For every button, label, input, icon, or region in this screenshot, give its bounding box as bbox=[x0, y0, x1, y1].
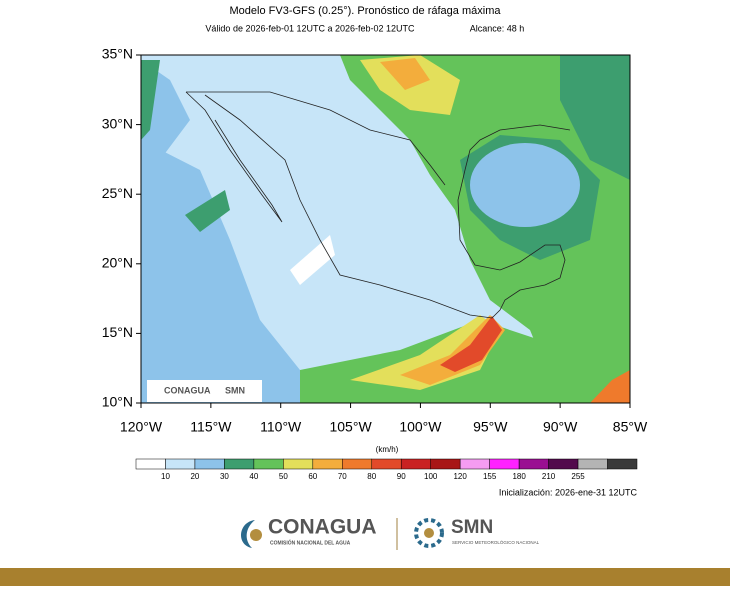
init-time: Inicialización: 2026-ene-31 12UTC bbox=[499, 487, 638, 497]
field-orange bbox=[590, 370, 630, 403]
colorbar-box bbox=[283, 458, 314, 470]
org-subtitle: COMISIÓN NACIONAL DEL AGUA bbox=[270, 538, 351, 546]
field-dark-green bbox=[560, 55, 630, 180]
lon-label: 115°W bbox=[190, 419, 232, 435]
colorbar-level: 120 bbox=[453, 472, 467, 481]
footer-logos: CONAGUA COMISIÓN NACIONAL DEL AGUA SMN S… bbox=[241, 516, 540, 550]
colorbar-level: 100 bbox=[424, 472, 438, 481]
lon-label: 120°W bbox=[120, 419, 163, 435]
lat-label: 15°N bbox=[102, 324, 133, 340]
lat-label: 30°N bbox=[102, 115, 133, 131]
map-frame bbox=[140, 54, 631, 404]
lon-label: 110°W bbox=[260, 419, 302, 435]
logo-icon bbox=[241, 520, 255, 548]
colorbar-box bbox=[253, 458, 284, 470]
colorbar-level: 90 bbox=[397, 472, 406, 481]
lon-label: 85°W bbox=[613, 419, 648, 435]
field-orange bbox=[400, 315, 505, 385]
colorbar-box bbox=[135, 458, 166, 470]
watermark-box bbox=[147, 380, 262, 402]
colorbar-box bbox=[489, 458, 520, 470]
logo-icon bbox=[250, 529, 262, 541]
valid-time: Válido de 2026-feb-01 12UTC a 2026-feb-0… bbox=[205, 23, 415, 33]
lon-label: 105°W bbox=[329, 419, 372, 435]
colorbar-level: 210 bbox=[542, 472, 556, 481]
colorbar-box bbox=[548, 458, 579, 470]
colorbar-level: 255 bbox=[571, 472, 585, 481]
lat-label: 10°N bbox=[102, 394, 133, 410]
colorbar: (km/h) 10 20 30 40 50 60 70 80 90 100 120 155 180 210… bbox=[135, 445, 638, 481]
field-blue bbox=[470, 143, 580, 227]
map-axes: 35°N 30°N 25°N 20°N 15°N 10°N 120°W 115°W 110°W 1… bbox=[102, 46, 648, 435]
colorbar-level: 20 bbox=[190, 472, 199, 481]
lon-label: 90°W bbox=[543, 419, 578, 435]
lat-label: 35°N bbox=[102, 46, 133, 62]
colorbar-box bbox=[577, 458, 608, 470]
title: Modelo FV3-GFS (0.25°). Pronóstico de rá… bbox=[230, 5, 502, 17]
colorbar-box bbox=[459, 458, 490, 470]
logo-icon bbox=[424, 528, 434, 538]
lon-label: 100°W bbox=[399, 419, 442, 435]
colorbar-level: 50 bbox=[279, 472, 288, 481]
lat-label: 20°N bbox=[102, 255, 133, 271]
field-white bbox=[290, 235, 335, 285]
colorbar-box bbox=[312, 458, 343, 470]
colorbar-box bbox=[165, 458, 196, 470]
colorbar-box bbox=[400, 458, 431, 470]
field-blue bbox=[141, 140, 330, 403]
colorbar-box bbox=[194, 458, 225, 470]
colorbar-box bbox=[371, 458, 402, 470]
colorbar-level: 70 bbox=[338, 472, 347, 481]
field-green bbox=[185, 190, 230, 232]
footer-bar bbox=[0, 568, 730, 586]
watermark-org: SMN bbox=[225, 385, 245, 395]
forecast-range: Alcance: 48 h bbox=[470, 23, 525, 33]
colorbar-box bbox=[607, 458, 638, 470]
colorbar-unit: (km/h) bbox=[376, 445, 399, 454]
lat-label: 25°N bbox=[102, 185, 133, 201]
colorbar-level: 40 bbox=[249, 472, 258, 481]
colorbar-level: 30 bbox=[220, 472, 229, 481]
colorbar-level: 10 bbox=[161, 472, 170, 481]
colorbar-level: 60 bbox=[308, 472, 317, 481]
org-name: CONAGUA bbox=[268, 516, 377, 539]
colorbar-level: 155 bbox=[483, 472, 497, 481]
field-orange bbox=[380, 58, 430, 90]
field-red bbox=[440, 316, 502, 372]
field-green bbox=[141, 60, 160, 140]
colorbar-box bbox=[430, 458, 461, 470]
colorbar-box bbox=[224, 458, 255, 470]
logo-icon bbox=[414, 518, 444, 548]
lon-label: 95°W bbox=[473, 419, 508, 435]
colorbar-level: 180 bbox=[512, 472, 526, 481]
colorbar-box bbox=[518, 458, 549, 470]
org-name: SMN bbox=[451, 517, 493, 538]
org-subtitle: SERVICIO METEOROLÓGICO NACIONAL bbox=[452, 539, 540, 545]
map: CONAGUA SMN bbox=[140, 54, 631, 404]
watermark-org: CONAGUA bbox=[164, 385, 211, 395]
coastline bbox=[185, 91, 571, 319]
colorbar-level: 80 bbox=[367, 472, 376, 481]
colorbar-box bbox=[342, 458, 373, 470]
